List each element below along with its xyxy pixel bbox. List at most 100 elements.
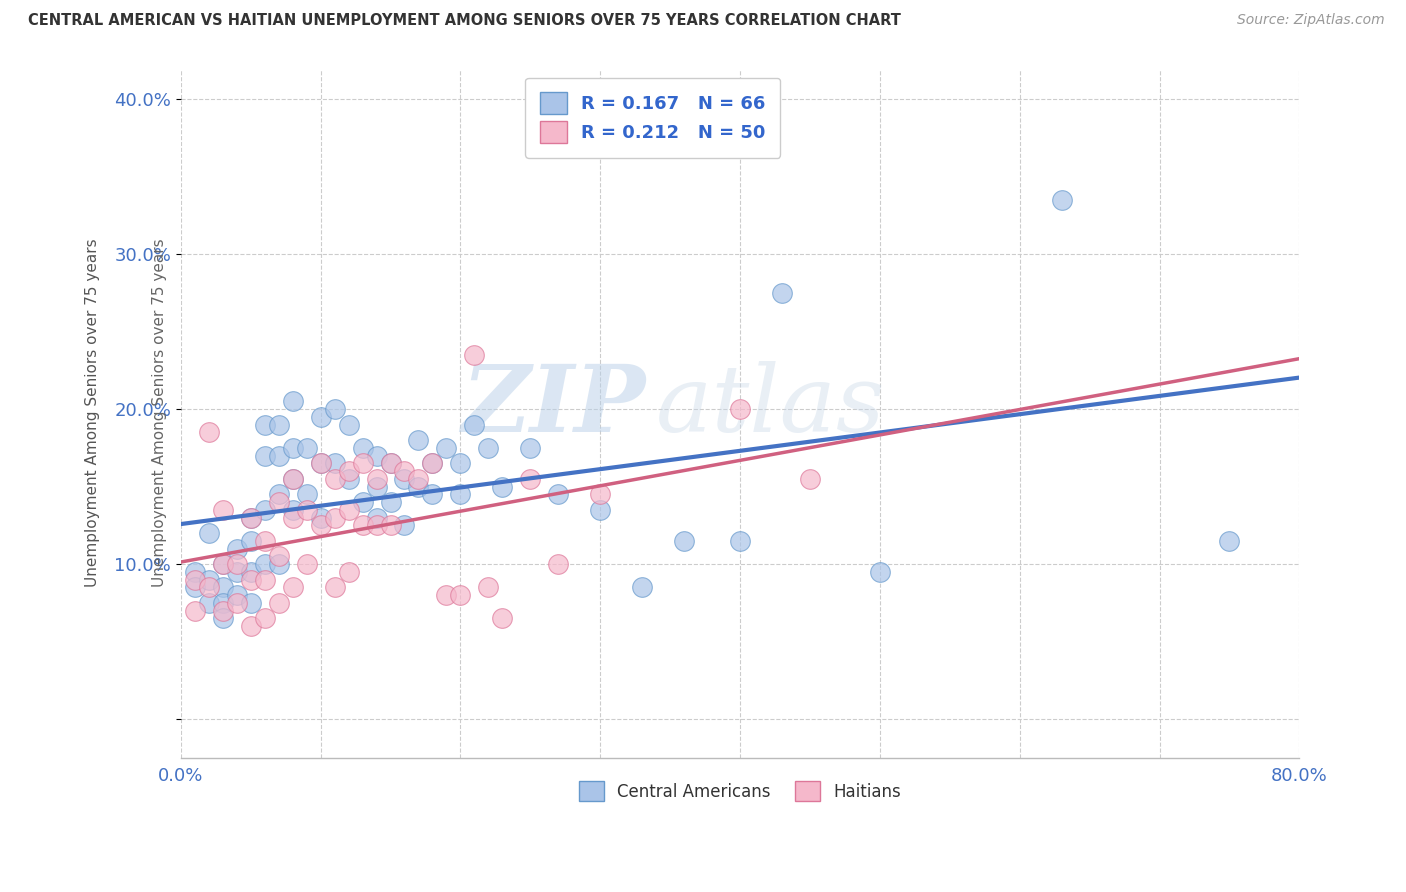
Point <box>281 441 304 455</box>
Point <box>211 580 233 594</box>
Point <box>225 541 247 556</box>
Point <box>295 441 318 455</box>
Point <box>491 480 513 494</box>
Point <box>366 518 388 533</box>
Point <box>295 503 318 517</box>
Point <box>281 503 304 517</box>
Point <box>239 619 262 633</box>
Point <box>547 487 569 501</box>
Point <box>1218 533 1240 548</box>
Point <box>295 487 318 501</box>
Point <box>728 402 751 417</box>
Point <box>253 533 276 548</box>
Point <box>309 409 332 424</box>
Point <box>197 580 219 594</box>
Point <box>380 518 402 533</box>
Legend: Central Americans, Haitians: Central Americans, Haitians <box>565 768 915 814</box>
Point <box>366 472 388 486</box>
Point <box>253 611 276 625</box>
Point <box>547 557 569 571</box>
Point <box>337 565 360 579</box>
Point <box>673 533 696 548</box>
Point <box>309 518 332 533</box>
Point <box>184 580 207 594</box>
Point <box>337 464 360 478</box>
Point <box>253 557 276 571</box>
Point <box>239 533 262 548</box>
Y-axis label: Unemployment Among Seniors over 75 years: Unemployment Among Seniors over 75 years <box>86 239 100 588</box>
Point <box>422 457 444 471</box>
Text: atlas: atlas <box>657 361 886 451</box>
Point <box>267 495 290 509</box>
Point <box>281 472 304 486</box>
Point <box>337 417 360 432</box>
Point <box>267 549 290 564</box>
Point <box>323 457 346 471</box>
Point <box>239 510 262 524</box>
Point <box>239 596 262 610</box>
Point <box>589 503 612 517</box>
Point <box>253 573 276 587</box>
Point <box>799 472 821 486</box>
Point <box>295 557 318 571</box>
Point <box>211 557 233 571</box>
Point <box>463 417 485 432</box>
Point <box>408 433 430 447</box>
Point <box>239 510 262 524</box>
Point <box>491 611 513 625</box>
Y-axis label: Unemployment Among Seniors over 75 years: Unemployment Among Seniors over 75 years <box>152 239 167 588</box>
Point <box>352 518 374 533</box>
Point <box>253 503 276 517</box>
Point <box>281 394 304 409</box>
Point <box>449 457 471 471</box>
Text: Source: ZipAtlas.com: Source: ZipAtlas.com <box>1237 13 1385 28</box>
Point <box>253 449 276 463</box>
Point <box>436 441 458 455</box>
Point <box>770 286 793 301</box>
Point <box>323 402 346 417</box>
Point <box>239 565 262 579</box>
Point <box>631 580 654 594</box>
Point <box>366 449 388 463</box>
Point <box>337 472 360 486</box>
Point <box>267 596 290 610</box>
Point <box>408 472 430 486</box>
Point <box>337 503 360 517</box>
Point <box>589 487 612 501</box>
Point <box>436 588 458 602</box>
Point <box>323 580 346 594</box>
Point <box>225 596 247 610</box>
Point <box>352 495 374 509</box>
Point <box>366 480 388 494</box>
Point <box>422 457 444 471</box>
Point <box>281 472 304 486</box>
Point <box>352 441 374 455</box>
Point <box>309 457 332 471</box>
Point <box>197 573 219 587</box>
Point <box>197 425 219 440</box>
Point <box>519 472 541 486</box>
Point <box>267 487 290 501</box>
Point <box>394 518 416 533</box>
Point <box>449 487 471 501</box>
Text: CENTRAL AMERICAN VS HAITIAN UNEMPLOYMENT AMONG SENIORS OVER 75 YEARS CORRELATION: CENTRAL AMERICAN VS HAITIAN UNEMPLOYMENT… <box>28 13 901 29</box>
Point <box>380 495 402 509</box>
Point <box>267 417 290 432</box>
Point <box>225 557 247 571</box>
Point <box>477 441 499 455</box>
Point <box>477 580 499 594</box>
Point <box>281 580 304 594</box>
Point <box>225 565 247 579</box>
Point <box>197 596 219 610</box>
Point <box>463 348 485 362</box>
Point <box>422 487 444 501</box>
Point <box>380 457 402 471</box>
Point <box>211 596 233 610</box>
Point <box>211 503 233 517</box>
Point <box>394 464 416 478</box>
Point <box>728 533 751 548</box>
Point <box>394 472 416 486</box>
Point <box>281 510 304 524</box>
Point <box>184 573 207 587</box>
Point <box>519 441 541 455</box>
